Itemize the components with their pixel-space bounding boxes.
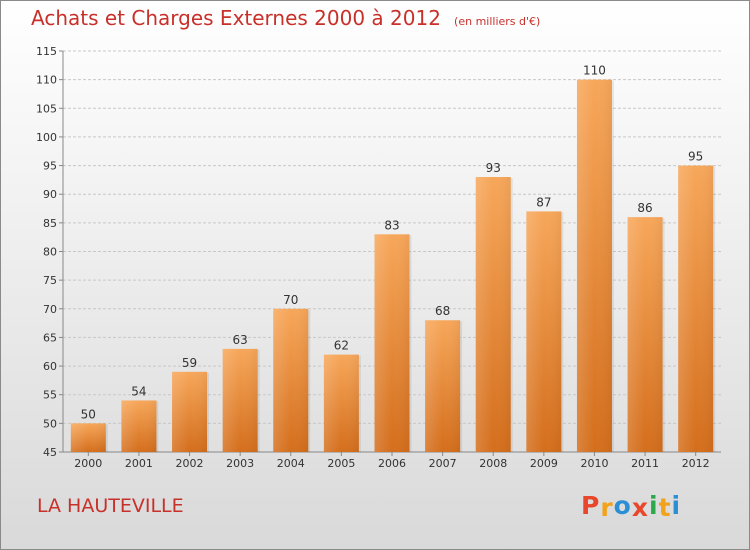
data-label-2011: 86	[637, 201, 652, 215]
y-tick-label: 70	[43, 303, 57, 316]
logo-letter: o	[613, 491, 632, 520]
x-tick-label-2003: 2003	[226, 457, 254, 470]
y-tick-label: 65	[43, 331, 57, 344]
y-tick-label: 50	[43, 417, 57, 430]
bar-highlight	[475, 177, 511, 452]
bar-highlight	[70, 423, 106, 452]
bar-highlight	[323, 354, 359, 452]
data-label-2012: 95	[688, 150, 703, 164]
bar-highlight	[576, 79, 612, 453]
data-label-2000: 50	[81, 407, 96, 421]
commune-name: LA HAUTEVILLE	[37, 495, 184, 517]
data-label-2006: 83	[384, 218, 399, 232]
x-tick-label-2009: 2009	[530, 457, 558, 470]
y-tick-label: 45	[43, 446, 57, 459]
data-label-2008: 93	[486, 161, 501, 175]
y-tick-label: 115	[36, 45, 57, 58]
data-label-2010: 110	[583, 64, 606, 78]
bar-highlight	[627, 217, 663, 452]
bar-highlight	[172, 371, 208, 452]
bar-highlight	[374, 234, 410, 452]
y-tick-label: 105	[36, 102, 57, 115]
logo-letter: i	[649, 491, 659, 520]
proxiti-logo[interactable]: Proxiti	[581, 491, 682, 522]
y-tick-label: 95	[43, 160, 57, 173]
x-tick-label-2010: 2010	[580, 457, 608, 470]
y-tick-label: 75	[43, 274, 57, 287]
logo-letter: t	[658, 493, 672, 522]
data-label-2003: 63	[233, 333, 248, 347]
x-tick-label-2001: 2001	[125, 457, 153, 470]
x-tick-label-2008: 2008	[479, 457, 507, 470]
bar-highlight	[273, 308, 309, 452]
bar-highlight	[121, 400, 157, 452]
bars	[70, 79, 716, 453]
y-tick-label: 100	[36, 131, 57, 144]
logo-letter: r	[600, 493, 614, 522]
x-tick-label-2007: 2007	[429, 457, 457, 470]
bar-highlight	[678, 165, 714, 453]
y-tick-label: 80	[43, 246, 57, 259]
data-label-2004: 70	[283, 293, 298, 307]
y-tick-label: 55	[43, 389, 57, 402]
title-block: Achats et Charges Externes 2000 à 2012 (…	[31, 6, 540, 30]
logo-letter: P	[581, 491, 601, 520]
data-label-2002: 59	[182, 356, 197, 370]
y-tick-label: 60	[43, 360, 57, 373]
x-tick-label-2000: 2000	[74, 457, 102, 470]
x-tick-label-2011: 2011	[631, 457, 659, 470]
x-tick-label-2012: 2012	[682, 457, 710, 470]
bar-highlight	[526, 211, 562, 452]
data-label-2009: 87	[536, 195, 551, 209]
chart-subtitle: (en milliers d'€)	[454, 15, 541, 28]
data-label-2001: 54	[131, 384, 146, 398]
y-tick-label: 90	[43, 188, 57, 201]
x-tick-label-2005: 2005	[327, 457, 355, 470]
x-tick-label-2004: 2004	[277, 457, 305, 470]
y-tick-label: 85	[43, 217, 57, 230]
x-tick-label-2002: 2002	[176, 457, 204, 470]
logo-letter: i	[671, 491, 682, 520]
bar-highlight	[425, 320, 461, 452]
bar-highlight	[222, 348, 258, 452]
y-tick-label: 110	[36, 74, 57, 87]
chart-title: Achats et Charges Externes 2000 à 2012	[31, 6, 441, 30]
x-tick-label-2006: 2006	[378, 457, 406, 470]
labels: 45 50 55 60 65 70 75 80 85 90 95 100 105 110 115 50 2000…	[36, 45, 710, 470]
data-label-2005: 62	[334, 339, 349, 353]
logo-letter: x	[631, 493, 649, 522]
data-label-2007: 68	[435, 304, 450, 318]
